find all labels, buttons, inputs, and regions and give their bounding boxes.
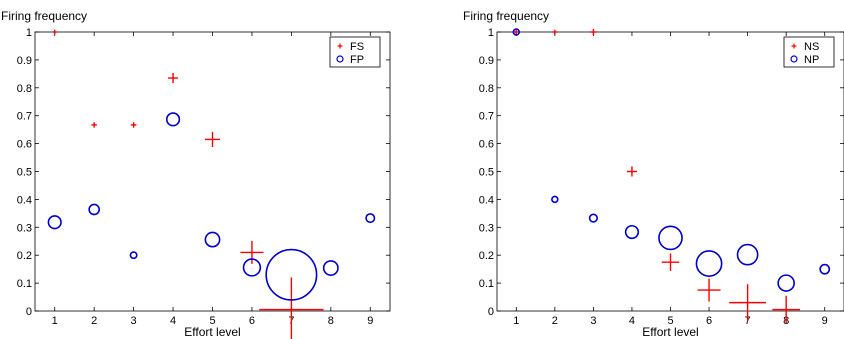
chart1-ns-point-0 (513, 29, 519, 35)
chart1-legend-label-ns: NS (804, 41, 819, 53)
chart1-ytick-label-10: 1 (488, 27, 494, 39)
chart0-xtick-label-5: 6 (249, 315, 255, 327)
chart0-legend-label-fp: FP (350, 54, 364, 66)
chart1-np-point-0 (512, 28, 521, 36)
chart0-ytick-label-6: 0.6 (17, 139, 32, 151)
chart0-fp-point-8 (365, 213, 376, 224)
chart0-axes-box (34, 31, 391, 312)
chart1-ytick-label-7: 0.7 (479, 111, 494, 123)
chart0-xtick-label-0: 1 (52, 315, 58, 327)
chart1-ytick-label-6: 0.6 (479, 139, 494, 151)
chart0-fp-point-0 (47, 215, 62, 230)
chart0-ytick-label-10: 1 (26, 27, 32, 39)
chart0-legend-marker-fs (337, 43, 343, 49)
chart1-ytick-label-2: 0.2 (479, 250, 494, 262)
chart0-xtick-label-4: 5 (209, 315, 215, 327)
chart0-fp-point-2 (129, 251, 138, 260)
chart0-ytick-label-8: 0.8 (17, 83, 32, 95)
chart1-xtick-label-4: 5 (667, 315, 673, 327)
chart-right: 12345678900.10.20.30.40.50.60.70.80.91Fi… (463, 9, 844, 339)
chart0-ytick-label-3: 0.3 (17, 222, 32, 234)
chart0-ytick-label-2: 0.2 (17, 250, 32, 262)
chart0-ytick-label-4: 0.4 (17, 194, 32, 206)
chart0-xtick-label-3: 4 (170, 315, 176, 327)
chart1-np-point-4 (658, 225, 683, 251)
chart0-fp-point-1 (88, 203, 101, 216)
chart1-xtick-label-2: 3 (590, 315, 596, 327)
chart1-np-point-3 (624, 224, 640, 240)
chart1-ns-point-6 (729, 284, 767, 322)
chart0-ytick-label-9: 0.9 (17, 55, 32, 67)
chart0-ytick-label-5: 0.5 (17, 167, 32, 179)
chart1-legend-label-np: NP (804, 54, 819, 66)
chart0-ytick-label-1: 0.1 (17, 278, 32, 290)
chart1-ytick-label-8: 0.8 (479, 83, 494, 95)
chart0-fs-point-6 (259, 277, 324, 339)
chart-left: 12345678900.10.20.30.40.50.60.70.80.91Fi… (1, 9, 391, 339)
chart0-fs-point-4 (204, 131, 221, 148)
chart1-xlabel: Effort level (642, 325, 698, 339)
chart0-fp-point-5 (242, 258, 262, 277)
chart0-fs-point-3 (167, 72, 179, 84)
chart0-fp-point-4 (204, 231, 221, 248)
chart1-ytick-label-0: 0 (488, 306, 494, 318)
chart1-np-point-1 (551, 195, 559, 204)
chart0-legend-label-fs: FS (350, 41, 364, 53)
chart1-ns-point-2 (590, 29, 597, 35)
chart0-fs-point-0 (52, 29, 58, 35)
chart0-fs-point-5 (240, 240, 264, 264)
chart1-xtick-label-0: 1 (513, 315, 519, 327)
chart1-legend-marker-ns (791, 43, 797, 49)
chart0-xtick-label-8: 9 (367, 315, 373, 327)
chart1-ns-point-3 (626, 166, 638, 177)
chart1-ns-point-7 (772, 295, 800, 324)
chart0-ytick-label-7: 0.7 (17, 111, 32, 123)
chart0-ylabel: Firing frequency (1, 9, 87, 23)
chart1-xtick-label-8: 9 (822, 315, 828, 327)
chart0-legend-marker-fp (336, 55, 344, 63)
chart1-ns-point-1 (552, 29, 558, 35)
chart1-ns-point-5 (697, 278, 721, 302)
chart1-legend-marker-np (790, 55, 798, 63)
chart0-xtick-label-7: 8 (328, 315, 334, 327)
chart0-fs-point-2 (130, 122, 137, 128)
chart0-fs-point-1 (91, 122, 97, 128)
chart1-ytick-label-9: 0.9 (479, 55, 494, 67)
chart0-fp-point-6 (265, 248, 318, 301)
chart1-xtick-label-3: 4 (629, 315, 635, 327)
chart0-xlabel: Effort level (184, 325, 240, 339)
chart0-fp-point-7 (322, 260, 339, 276)
chart1-ns-point-4 (661, 253, 680, 271)
chart1-ytick-label-4: 0.4 (479, 194, 494, 206)
chart0-ytick-label-0: 0 (26, 306, 32, 318)
chart1-np-point-2 (588, 213, 598, 223)
chart0-fp-point-3 (165, 112, 181, 127)
chart1-np-point-6 (736, 243, 759, 266)
chart0-xtick-label-1: 2 (91, 315, 97, 327)
chart1-np-point-8 (819, 263, 831, 275)
chart1-xtick-label-1: 2 (552, 315, 558, 327)
chart0-xtick-label-2: 3 (131, 315, 137, 327)
chart1-ytick-label-3: 0.3 (479, 222, 494, 234)
chart1-np-point-7 (777, 274, 795, 292)
chart1-ytick-label-1: 0.1 (479, 278, 494, 290)
chart1-np-point-5 (695, 250, 723, 277)
chart1-xtick-label-5: 6 (706, 315, 712, 327)
chart1-ylabel: Firing frequency (463, 9, 549, 23)
chart1-ytick-label-5: 0.5 (479, 167, 494, 179)
